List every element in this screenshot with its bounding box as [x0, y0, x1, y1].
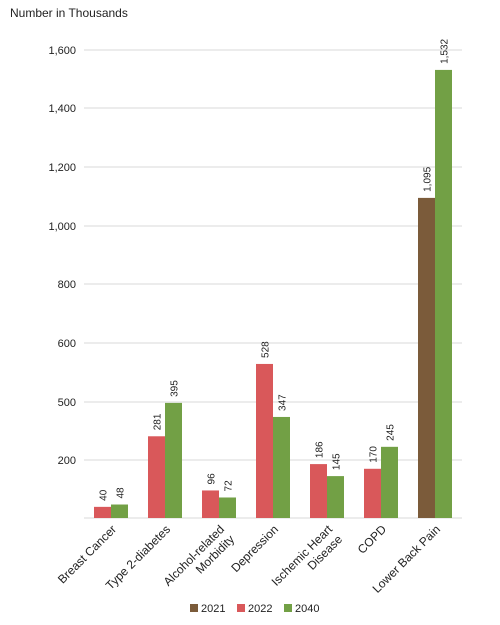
data-label: 281: [153, 413, 164, 430]
bar-2022: [364, 468, 381, 518]
bar-2022: [148, 436, 165, 518]
x-category-label: Depression: [228, 522, 281, 575]
bar-2040: [111, 504, 128, 518]
y-tick-label: 1,400: [48, 103, 76, 115]
data-label: 40: [99, 489, 110, 501]
y-tick-label: 600: [58, 338, 76, 350]
bar-2022: [202, 490, 219, 518]
legend-swatch-2022: [237, 604, 245, 612]
bar-2022: [94, 506, 111, 518]
data-label: 1,095: [423, 166, 434, 191]
bar-2040: [381, 446, 398, 518]
y-tick-label: 500: [58, 397, 76, 409]
data-label: 245: [386, 424, 397, 441]
data-label: 96: [207, 473, 218, 485]
bar-2022: [256, 363, 273, 518]
bar-2021: [418, 197, 435, 518]
data-label: 145: [332, 453, 343, 470]
legend-label: 2021: [201, 603, 225, 615]
data-label: 48: [116, 487, 127, 499]
y-tick-label: 1,200: [48, 162, 76, 174]
bar-2040: [219, 497, 236, 518]
bar-2040: [435, 69, 452, 519]
y-tick-label: 1,000: [48, 221, 76, 233]
legend-swatch-2021: [190, 604, 198, 612]
bar-2040: [165, 402, 182, 518]
bar-2040: [327, 476, 344, 518]
data-label: 1,532: [440, 38, 451, 63]
data-label: 186: [315, 441, 326, 458]
y-tick-label: 1,600: [48, 45, 76, 57]
data-label: 395: [170, 380, 181, 397]
data-label: 528: [261, 341, 272, 358]
y-tick-label: 800: [58, 279, 76, 291]
y-axis-title: Number in Thousands: [10, 6, 128, 20]
data-label: 170: [369, 446, 380, 463]
data-label: 347: [278, 394, 289, 411]
x-category-label: COPD: [355, 522, 390, 557]
bar-2040: [273, 416, 290, 518]
bar-2022: [310, 464, 327, 518]
legend-label: 2040: [295, 603, 319, 615]
y-tick-label: 200: [58, 455, 76, 467]
legend-swatch-2040: [284, 604, 292, 612]
legend-label: 2022: [248, 603, 272, 615]
data-label: 72: [224, 480, 235, 492]
